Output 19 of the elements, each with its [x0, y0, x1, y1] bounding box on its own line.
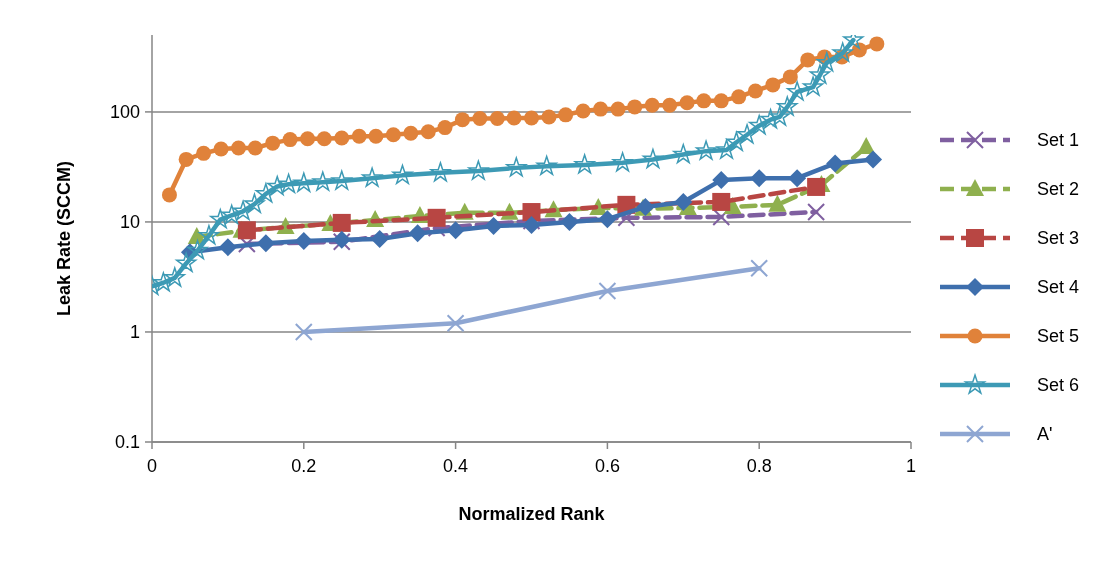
- x-tick-label: 0.4: [443, 456, 469, 476]
- legend-label: Set 1: [1037, 130, 1080, 151]
- y-tick-label: 100: [109, 102, 140, 123]
- y-axis-title: Leak Rate (SCCM): [54, 160, 74, 317]
- legend-label: Set 6: [1037, 375, 1080, 396]
- legend-label: Set 5: [1037, 326, 1080, 347]
- x-tick-label: 0.6: [594, 456, 620, 476]
- legend-label: A': [1037, 424, 1053, 445]
- y-tick-label: 0.1: [114, 432, 140, 453]
- legend-label: Set 2: [1037, 179, 1080, 200]
- y-tick-label: 1: [129, 322, 140, 343]
- x-tick-label: 0.8: [746, 456, 772, 476]
- y-tick-label: 10: [119, 212, 140, 233]
- legend-label: Set 3: [1037, 228, 1080, 249]
- x-tick-label: 0: [146, 456, 158, 476]
- x-tick-label: 1: [905, 456, 917, 476]
- x-axis-title: Normalized Rank: [458, 504, 606, 524]
- legend-label: Set 4: [1037, 277, 1080, 298]
- x-tick-label: 0.2: [291, 456, 317, 476]
